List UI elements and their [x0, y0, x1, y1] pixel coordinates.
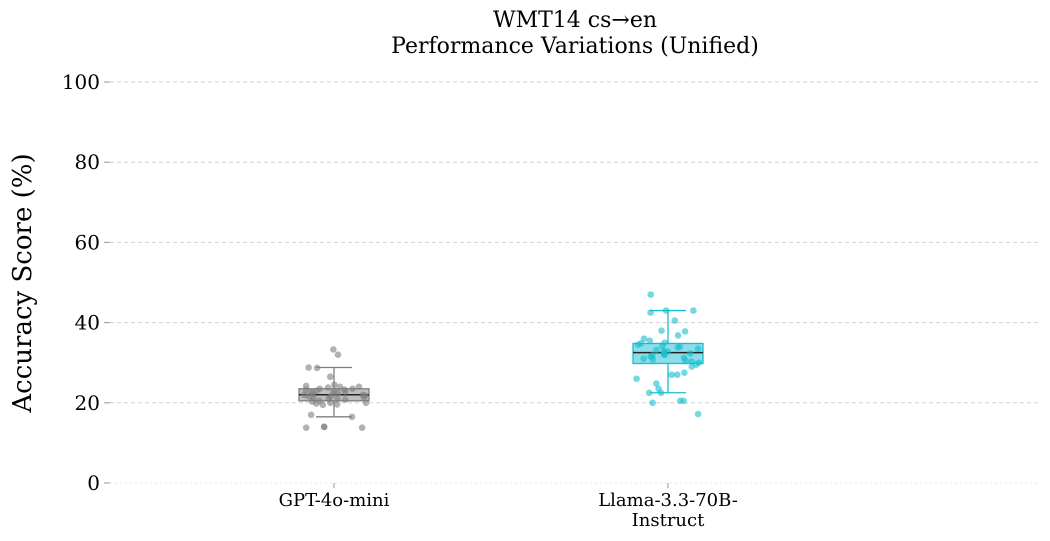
data-point: [649, 356, 657, 363]
y-tick-label: 20: [75, 391, 100, 415]
data-point: [305, 364, 312, 371]
data-point: [634, 341, 642, 348]
data-point: [674, 332, 682, 339]
data-point: [687, 350, 694, 357]
data-point: [671, 317, 679, 324]
data-point: [680, 397, 687, 405]
data-point: [658, 327, 665, 334]
y-axis-label: Accuracy Score (%): [8, 153, 38, 413]
data-point: [688, 363, 696, 371]
data-point: [360, 394, 368, 401]
x-tick-label: Llama-3.3-70B-: [598, 490, 738, 511]
series-group: [298, 291, 704, 431]
data-point: [333, 401, 341, 408]
data-point: [633, 375, 640, 383]
data-point: [342, 396, 349, 403]
chart-title: WMT14 cs→en Performance Variations (Unif…: [391, 8, 759, 59]
y-tick-label: 80: [75, 150, 100, 174]
series-1: [298, 346, 370, 431]
data-point: [681, 328, 689, 335]
y-tick-label: 40: [75, 311, 100, 335]
x-tick-label: GPT-4o-mini: [279, 490, 390, 511]
data-point: [673, 371, 681, 379]
data-point: [355, 383, 363, 391]
data-point: [646, 337, 654, 344]
series-2: [632, 291, 704, 418]
gridlines: [110, 81, 1040, 484]
y-tick-label: 60: [75, 230, 100, 254]
data-point: [334, 395, 341, 403]
data-point: [334, 351, 342, 358]
chart-title-line-2: Performance Variations (Unified): [391, 34, 759, 59]
data-point: [640, 355, 648, 362]
data-point: [330, 346, 337, 353]
y-tick-label: 0: [87, 471, 100, 495]
data-point: [647, 309, 654, 316]
x-axis-ticks: GPT-4o-mini Llama-3.3-70B-Instruct: [279, 483, 738, 531]
data-point: [694, 410, 702, 418]
data-point: [324, 384, 332, 391]
data-point: [681, 369, 688, 377]
data-point: [331, 381, 338, 389]
data-point: [657, 389, 665, 397]
data-point: [660, 351, 668, 358]
data-point: [313, 364, 321, 372]
data-point: [320, 423, 328, 431]
chart-title-line-1: WMT14 cs→en: [493, 8, 657, 33]
data-point: [342, 388, 349, 395]
data-point: [653, 380, 660, 387]
data-point: [682, 357, 689, 364]
x-tick-label: Instruct: [632, 510, 705, 531]
data-point: [302, 424, 310, 431]
y-axis-ticks: 0 20 40 60 80 100: [62, 70, 110, 495]
data-point: [313, 400, 320, 407]
data-point: [319, 401, 327, 409]
data-point: [690, 307, 697, 314]
data-point: [349, 385, 356, 393]
data-point: [348, 413, 356, 421]
data-point: [694, 345, 702, 352]
data-point: [640, 335, 648, 342]
data-point: [647, 291, 655, 298]
data-point: [358, 424, 366, 431]
data-point: [662, 307, 670, 314]
data-point: [307, 411, 315, 419]
data-point: [327, 399, 334, 407]
data-point: [668, 371, 675, 379]
data-point: [645, 389, 653, 397]
data-point: [653, 346, 660, 354]
data-point: [674, 344, 681, 351]
data-point: [649, 399, 656, 407]
data-point: [362, 399, 370, 407]
data-point: [326, 373, 334, 381]
y-tick-label: 100: [62, 70, 100, 94]
